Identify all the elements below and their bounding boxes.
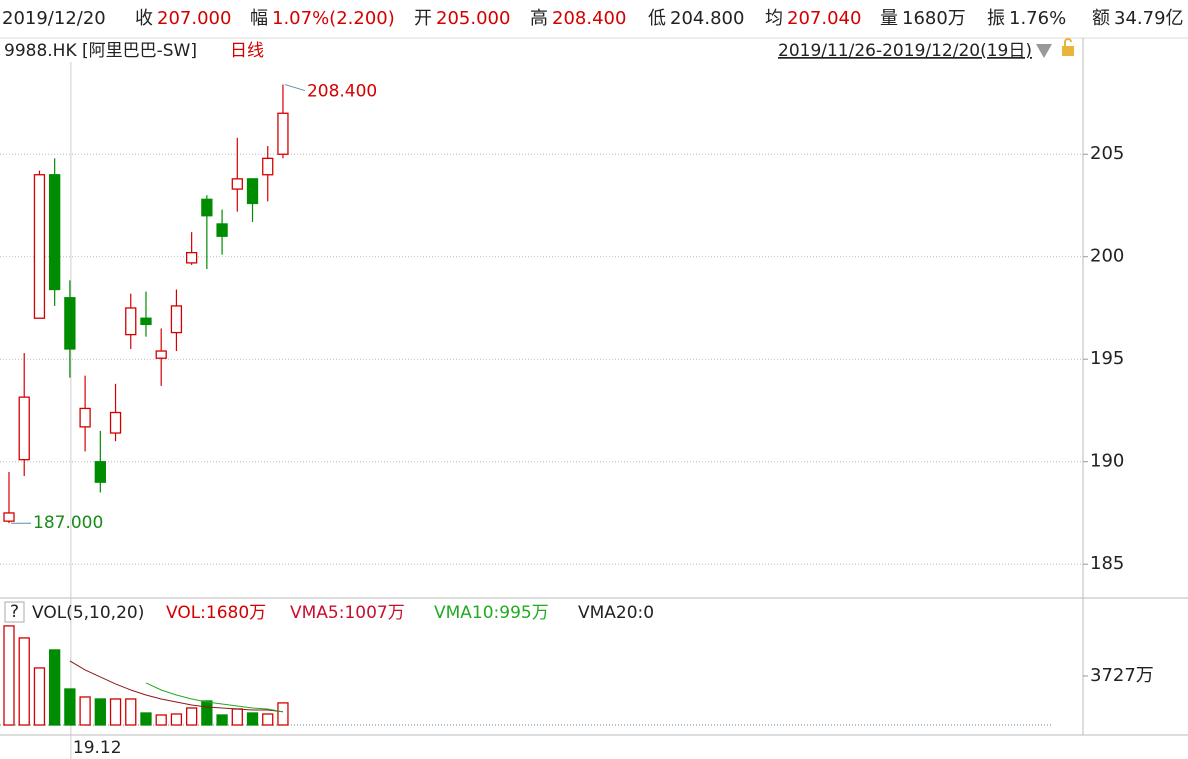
volume-bar bbox=[94, 698, 106, 726]
candle-body bbox=[155, 350, 167, 359]
volume-bar bbox=[216, 714, 228, 726]
header-label: 高 bbox=[530, 8, 548, 29]
candle-body bbox=[140, 317, 152, 326]
header-label: 幅 bbox=[250, 8, 268, 29]
header-value: 204.800 bbox=[670, 8, 744, 29]
candle-body bbox=[262, 157, 274, 176]
help-icon: ? bbox=[10, 602, 19, 622]
candle-body bbox=[94, 461, 106, 483]
y-tick-label: 205 bbox=[1090, 143, 1124, 164]
header-value: 205.000 bbox=[436, 8, 510, 29]
header-date: 2019/12/20 bbox=[2, 8, 106, 29]
header-value: 1.76% bbox=[1009, 8, 1066, 29]
date-range[interactable]: 2019/11/26-2019/12/20(19日) bbox=[778, 41, 1032, 61]
volume-bar bbox=[18, 637, 30, 726]
legend-entry: VMA5:1007万 bbox=[290, 603, 405, 623]
volume-bar bbox=[246, 712, 259, 726]
header-label: 低 bbox=[648, 8, 666, 29]
header-value: 34.79亿 bbox=[1114, 8, 1184, 29]
legend-entry: VOL(5,10,20) bbox=[32, 603, 144, 623]
header-value: 207.040 bbox=[787, 8, 861, 29]
lock-icon-shackle bbox=[1064, 38, 1072, 46]
volume-bar bbox=[109, 698, 122, 726]
candle-body bbox=[277, 112, 289, 155]
header-label: 额 bbox=[1092, 8, 1110, 29]
y-tick-label: 200 bbox=[1090, 246, 1124, 267]
y-tick-label: 3727万 bbox=[1090, 665, 1154, 686]
candle-body bbox=[246, 178, 259, 205]
volume-bar bbox=[64, 688, 76, 726]
candle-body bbox=[201, 198, 213, 217]
candle-body bbox=[33, 174, 46, 319]
legend-entry: VOL:1680万 bbox=[166, 603, 266, 623]
volume-bar bbox=[33, 667, 46, 726]
lock-icon[interactable] bbox=[1062, 46, 1074, 56]
candle-body bbox=[216, 223, 228, 237]
volume-bar bbox=[185, 707, 198, 726]
candle-body bbox=[3, 512, 15, 522]
header-value: 1680万 bbox=[902, 8, 966, 29]
legend-entry: VMA20:0 bbox=[578, 603, 654, 623]
dropdown-icon[interactable] bbox=[1036, 44, 1052, 58]
candle-body bbox=[64, 297, 76, 350]
volume-bar bbox=[262, 713, 274, 726]
header-label: 振 bbox=[987, 8, 1005, 29]
volume-bar bbox=[140, 712, 152, 726]
header-value: 1.07%(2.200) bbox=[272, 8, 395, 29]
candle-body bbox=[185, 251, 198, 264]
candle-body bbox=[231, 178, 243, 190]
header-value: 208.400 bbox=[552, 8, 626, 29]
volume-bar bbox=[155, 714, 167, 726]
y-tick-label: 185 bbox=[1090, 553, 1124, 574]
help-button[interactable] bbox=[4, 601, 25, 623]
y-tick-label: 195 bbox=[1090, 348, 1124, 369]
annotation-label: 208.400 bbox=[307, 82, 377, 102]
volume-bar bbox=[125, 698, 137, 726]
candle-body bbox=[79, 407, 91, 428]
volume-bar bbox=[231, 708, 243, 726]
x-tick-label: 19.12 bbox=[73, 738, 122, 758]
volume-bar bbox=[277, 702, 289, 726]
symbol: 9988.HK [阿里巴巴-SW] bbox=[4, 41, 197, 61]
candle-body bbox=[170, 305, 183, 334]
volume-bar bbox=[49, 649, 61, 726]
moving-average-line bbox=[69, 660, 284, 713]
header-label: 均 bbox=[765, 8, 783, 29]
candle-body bbox=[49, 174, 61, 291]
moving-average-line bbox=[145, 682, 284, 713]
candle-body bbox=[109, 411, 122, 434]
header-label: 开 bbox=[414, 8, 432, 29]
header-label: 量 bbox=[880, 8, 898, 29]
volume-bar bbox=[201, 700, 213, 726]
volume-bar bbox=[3, 625, 15, 726]
volume-bar bbox=[170, 713, 183, 726]
candle-body bbox=[18, 396, 30, 461]
volume-bar bbox=[79, 696, 91, 726]
legend-entry: VMA10:995万 bbox=[434, 603, 549, 623]
annotation-label: 187.000 bbox=[33, 513, 103, 533]
period: 日线 bbox=[230, 41, 264, 61]
header-label: 收 bbox=[135, 8, 153, 29]
y-tick-label: 190 bbox=[1090, 451, 1124, 472]
candle-body bbox=[125, 307, 137, 336]
annotation-arrow bbox=[284, 84, 306, 92]
header-value: 207.000 bbox=[157, 8, 231, 29]
